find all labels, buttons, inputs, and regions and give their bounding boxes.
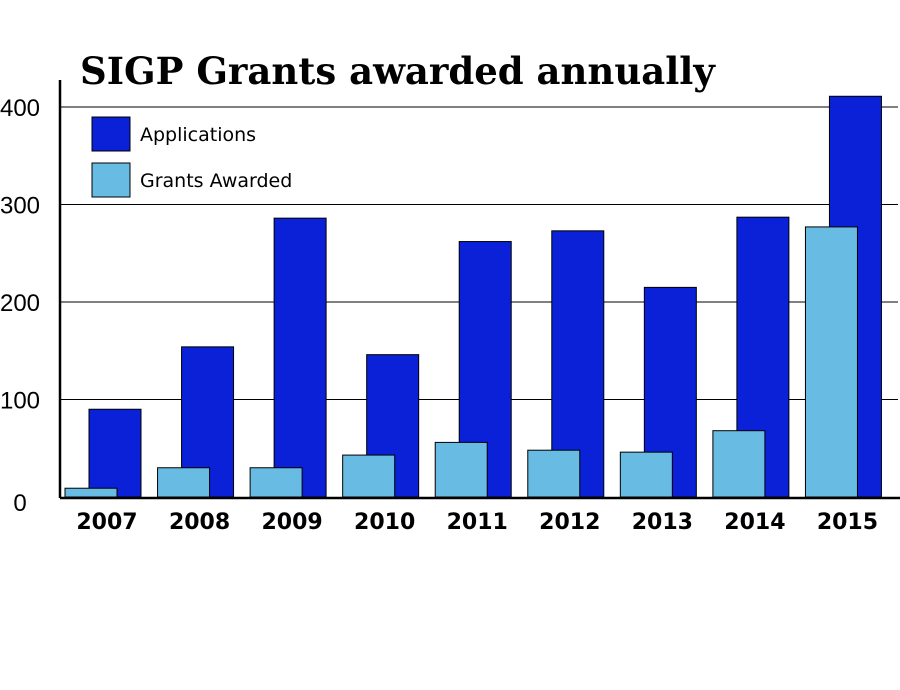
bar-grants-awarded-2009 [249, 467, 303, 498]
y-tick-label: 100 [0, 388, 40, 415]
legend: Applications Grants Awarded [91, 116, 292, 198]
bar-grants-awarded-2011 [434, 441, 488, 498]
chart-title: SIGP Grants awarded annually [80, 49, 716, 93]
legend-swatch-applications [91, 116, 131, 152]
x-category-label: 2008 [169, 510, 230, 535]
y-tick-label: 200 [0, 290, 40, 317]
bar-grants-awarded-2015 [804, 226, 858, 498]
x-category-label: 2012 [539, 510, 600, 535]
legend-swatch-grants-awarded [91, 162, 131, 198]
bar-applications-2007 [88, 408, 142, 498]
bar-grants-awarded-2012 [527, 449, 581, 498]
bar-grants-awarded-2013 [619, 451, 673, 498]
x-category-label: 2007 [76, 510, 137, 535]
y-axis-ticks: 0 100 200 300 400 [0, 95, 40, 517]
x-category-label: 2010 [354, 510, 415, 535]
x-category-label: 2015 [817, 510, 878, 535]
bar-grants-awarded-2008 [157, 467, 211, 498]
legend-label-applications: Applications [140, 124, 256, 146]
axes [58, 80, 900, 500]
x-category-label: 2014 [724, 510, 785, 535]
legend-label-grants-awarded: Grants Awarded [140, 170, 292, 192]
y-tick-label: 300 [0, 193, 40, 220]
x-category-label: 2009 [261, 510, 322, 535]
bars [64, 95, 882, 498]
bar-grants-awarded-2014 [712, 430, 766, 498]
bar-applications-2009 [273, 217, 327, 498]
y-tick-label: 400 [0, 95, 40, 122]
bar-grants-awarded-2010 [342, 454, 396, 498]
x-category-label: 2011 [447, 510, 508, 535]
x-category-label: 2013 [632, 510, 693, 535]
x-axis-labels: 2007 2008 2009 2010 2011 2012 2013 2014 2015 [76, 510, 878, 535]
y-tick-label: 0 [13, 490, 26, 517]
bar-grants-awarded-2007 [64, 487, 118, 498]
